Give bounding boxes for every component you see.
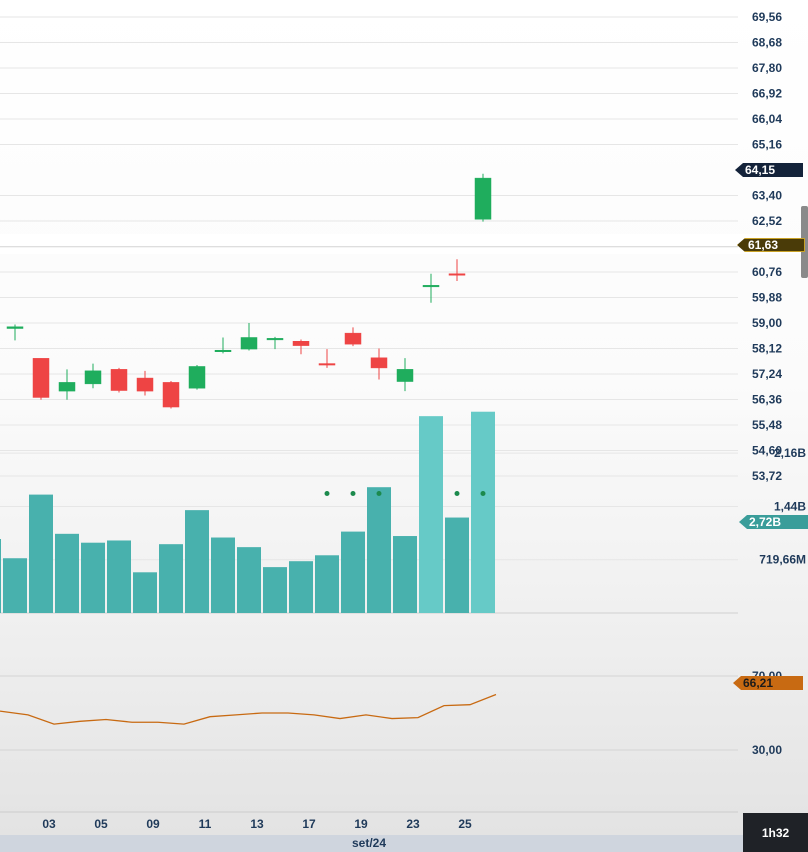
signal-dots [324,491,486,496]
date-tick-label: 03 [42,817,56,831]
candle-body [162,382,180,408]
price-tick-label: 68,68 [752,36,782,50]
candle-body [214,349,232,352]
candle-body [448,273,466,276]
month-bar [0,835,743,852]
date-tick-label: 11 [199,817,212,831]
month-label: set/24 [352,836,387,850]
interval-selector[interactable]: 1h32 [743,813,808,852]
price-tick-label: 54,60 [752,444,782,458]
candle-body [32,358,50,398]
candle-body [110,369,128,391]
candle-body [370,357,388,369]
date-tick-label: 13 [250,817,264,831]
volume-bar [159,544,183,613]
volume-bar [133,572,157,613]
last-price-badge: 64,15 [735,163,803,177]
price-tick-label: 56,36 [752,393,782,407]
candle-body [474,177,492,220]
volume-bar [211,537,235,613]
price-axis: 69,56 68,68 67,80 66,92 66,04 65,16 63,40 62,52… [752,10,782,483]
candle-body [84,370,102,385]
volume-tick-label: 1,44B [774,499,806,513]
date-tick-label: 05 [94,817,108,831]
candle-body [240,337,258,350]
date-tick-label: 09 [146,817,160,831]
price-tick-label: 62,52 [752,214,782,228]
price-tick-label: 63,40 [752,189,782,203]
signal-dot [376,491,382,496]
volume-bar [29,494,53,613]
price-tick-label: 65,16 [752,138,782,152]
signal-dot [480,491,486,496]
volume-panel [0,411,495,613]
price-tick-label: 59,00 [752,316,782,330]
volume-bar [237,547,261,613]
volume-bar [81,542,105,613]
date-tick-label: 19 [354,817,368,831]
candle-body [188,366,206,389]
price-tick-label: 60,76 [752,265,782,279]
volume-bar [393,536,417,613]
volume-bar [367,487,391,613]
volume-bar [289,561,313,613]
price-tick-label: 59,88 [752,291,782,305]
candle-body [396,369,414,382]
volume-tick-label: 2,16B [774,446,806,460]
rsi-panel [0,693,497,725]
signal-dot [350,491,356,496]
volume-bar [3,558,27,613]
volume-tick-label: 719,66M [759,553,806,567]
candle-body [344,332,362,345]
price-tick-label: 66,92 [752,87,782,101]
volume-axis: 2,16B 1,44B 719,66M [759,446,806,567]
volume-bar [471,411,495,613]
date-axis: 03 05 09 11 13 17 19 23 25 [42,817,472,831]
volume-bar [419,416,443,613]
signal-dot [454,491,460,496]
price-tick-label: 55,48 [752,418,782,432]
candlestick-series [6,173,492,409]
volume-bar [107,540,131,613]
price-tick-label: 58,12 [752,342,782,356]
volume-last-badge: 2,72B [739,515,808,529]
price-tick-label: 66,04 [752,112,782,126]
rsi-last-badge: 66,21 [733,676,803,690]
volume-bar [185,510,209,613]
previous-close-badge: 61,63 [737,238,805,252]
volume-bar [315,555,339,613]
candle-body [422,285,440,288]
date-tick-label: 23 [406,817,420,831]
volume-bar [445,517,469,613]
volume-bar [263,567,287,613]
candle-body [136,377,154,392]
candle-body [318,363,336,366]
price-tick-label: 53,72 [752,469,782,483]
price-tick-label: 57,24 [752,367,782,381]
grid-lines [0,16,738,813]
volume-bar [55,533,79,613]
price-tick-label: 69,56 [752,10,782,24]
price-tick-label: 67,80 [752,61,782,75]
volume-bar-edge [0,539,1,613]
rsi-line [0,693,497,725]
candle-body [6,326,24,329]
date-tick-label: 25 [458,817,472,831]
rsi-tick-label: 30,00 [752,743,782,757]
candle-body [58,382,76,392]
previous-close-band [0,234,808,254]
date-tick-label: 17 [302,817,316,831]
candle-body [292,341,310,346]
volume-bar [341,531,365,613]
signal-dot [324,491,330,496]
candle-body [266,338,284,341]
